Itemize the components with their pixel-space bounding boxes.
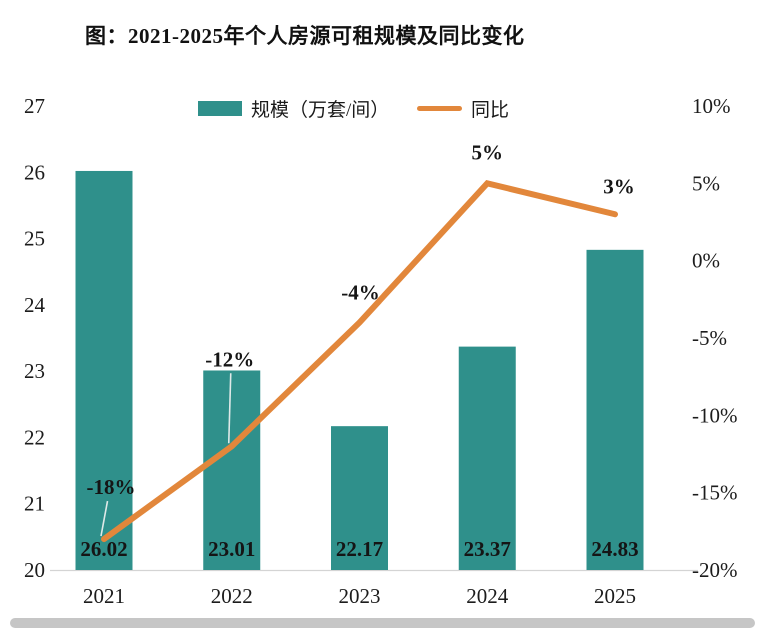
left-axis-tick: 20 (24, 558, 45, 582)
right-axis-tick: -15% (692, 481, 738, 505)
label-leader-line (100, 500, 109, 537)
right-axis-tick: 5% (692, 171, 720, 195)
chart-title: 图：2021-2025年个人房源可租规模及同比变化 (85, 24, 525, 48)
yoy-value-label: -18% (87, 475, 136, 499)
yoy-value-label: 5% (472, 140, 504, 164)
left-axis-tick: 21 (24, 492, 45, 516)
left-axis-tick: 27 (24, 94, 45, 118)
yoy-line (101, 180, 618, 543)
label-leader-line (227, 373, 232, 444)
bar-value-label: 22.17 (336, 537, 383, 561)
bar-value-label: 24.83 (591, 537, 638, 561)
left-axis-tick: 22 (24, 425, 45, 449)
right-axis-tick: 10% (692, 94, 731, 118)
legend-label-yoy: 同比 (471, 99, 510, 121)
legend-label-scale: 规模（万套/间） (251, 99, 390, 121)
left-axis-tick: 24 (24, 293, 46, 317)
right-axis-tick: 0% (692, 249, 720, 273)
right-axis-tick: -20% (692, 558, 738, 582)
line-series-swatch (417, 105, 462, 111)
yoy-value-label: -12% (205, 347, 254, 371)
x-axis-label-2023: 2023 (339, 584, 381, 608)
horizontal-scrollbar[interactable] (10, 618, 755, 628)
bar-2022 (203, 370, 261, 570)
yoy-value-label: 3% (603, 174, 635, 198)
bar-2023 (331, 426, 388, 570)
left-axis-tick: 25 (24, 227, 45, 251)
bar-value-label: 23.01 (208, 537, 255, 561)
left-axis-tick: 23 (24, 359, 45, 383)
x-axis-label-2025: 2025 (594, 584, 636, 608)
right-axis-tick: -5% (692, 326, 727, 350)
legend-item-yoy: 同比 (417, 97, 510, 121)
right-axis-tick: -10% (692, 403, 738, 427)
x-axis-label-2024: 2024 (466, 584, 509, 608)
bar-series-swatch (198, 100, 242, 116)
yoy-value-label: -4% (341, 281, 380, 305)
bar-2021 (75, 170, 133, 570)
x-axis-label-2021: 2021 (83, 584, 125, 608)
legend-item-scale: 规模（万套/间） (198, 97, 390, 121)
bar-2025 (586, 249, 644, 570)
bar-value-label: 23.37 (464, 537, 511, 561)
bar-2024 (458, 346, 516, 570)
x-axis-label-2022: 2022 (211, 584, 253, 608)
left-axis-tick: 26 (24, 160, 45, 184)
